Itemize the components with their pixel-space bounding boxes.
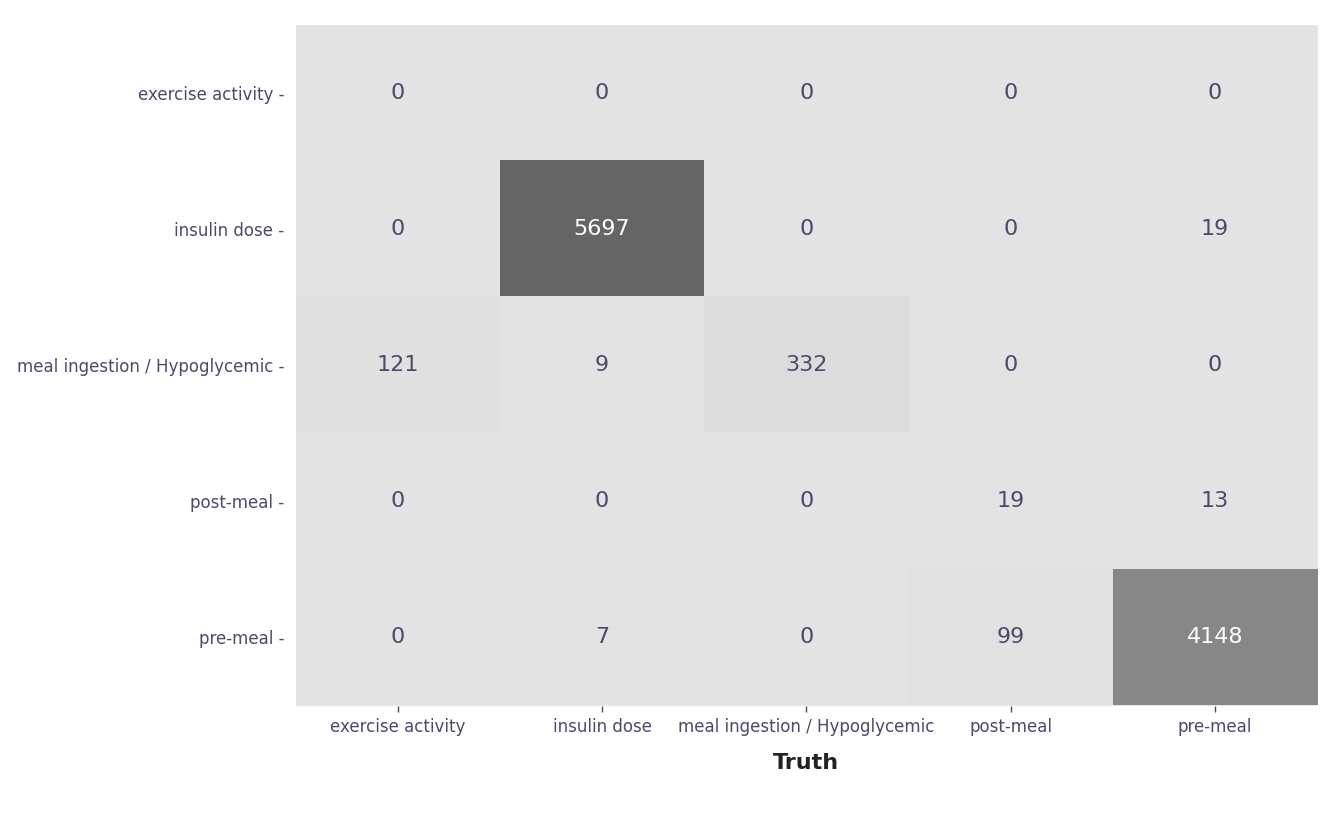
Text: 7: 7 [595, 627, 609, 647]
Text: 99: 99 [996, 627, 1025, 647]
Text: 9: 9 [595, 355, 609, 375]
Text: 5697: 5697 [574, 219, 630, 239]
Text: 0: 0 [800, 491, 813, 511]
Text: 0: 0 [800, 83, 813, 103]
Text: 121: 121 [376, 355, 419, 375]
Text: 0: 0 [595, 83, 609, 103]
X-axis label: Truth: Truth [773, 753, 840, 773]
Text: 0: 0 [595, 491, 609, 511]
Text: 0: 0 [391, 219, 405, 239]
Text: 0: 0 [391, 627, 405, 647]
Text: 0: 0 [1208, 355, 1222, 375]
Text: 19: 19 [1200, 219, 1230, 239]
Text: 0: 0 [391, 83, 405, 103]
Text: 332: 332 [785, 355, 828, 375]
Text: 0: 0 [800, 627, 813, 647]
Text: 0: 0 [1004, 83, 1017, 103]
Text: 13: 13 [1200, 491, 1230, 511]
Text: 19: 19 [996, 491, 1025, 511]
Text: 0: 0 [800, 219, 813, 239]
Text: 4148: 4148 [1187, 627, 1243, 647]
Text: 0: 0 [391, 491, 405, 511]
Text: 0: 0 [1004, 219, 1017, 239]
Text: 0: 0 [1004, 355, 1017, 375]
Text: 0: 0 [1208, 83, 1222, 103]
